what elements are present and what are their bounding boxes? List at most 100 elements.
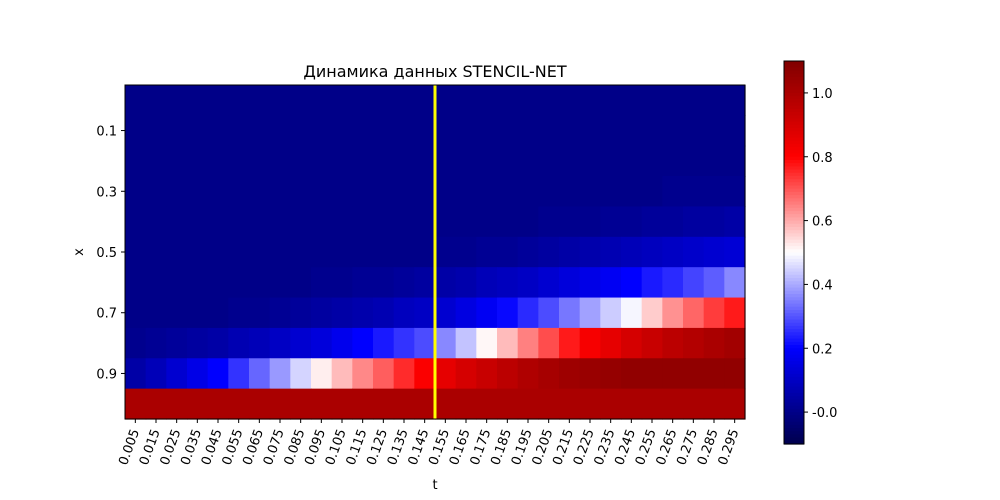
heatmap-cell — [641, 267, 663, 299]
heatmap-cell — [724, 267, 746, 299]
heatmap-cell — [703, 327, 725, 359]
heatmap-cell — [579, 388, 601, 420]
heatmap-cell — [517, 388, 539, 420]
heatmap-cell — [228, 115, 250, 147]
heatmap-cell — [559, 327, 581, 359]
heatmap-cell — [352, 85, 374, 116]
y-tick-label: 0.5 — [96, 246, 117, 261]
heatmap-cell — [269, 388, 291, 420]
colorbar-segment — [784, 76, 804, 81]
heatmap-cell — [517, 358, 539, 390]
heatmap-cell — [187, 206, 209, 238]
colorbar-segment — [784, 233, 804, 238]
heatmap-cell — [249, 297, 271, 329]
heatmap-cell — [145, 236, 167, 268]
heatmap-cell — [641, 388, 663, 420]
colorbar-segment — [784, 201, 804, 206]
colorbar-segment — [784, 137, 804, 142]
colorbar-segment — [784, 80, 804, 84]
heatmap-cell — [228, 267, 250, 299]
heatmap-cell — [517, 236, 539, 268]
heatmap-cell — [517, 297, 539, 329]
heatmap-cell — [331, 388, 353, 420]
heatmap-cell — [435, 85, 457, 116]
heatmap-cell — [228, 206, 250, 238]
heatmap-cell — [249, 115, 271, 147]
heatmap-cell — [145, 297, 167, 329]
heatmap-cell — [207, 85, 229, 116]
y-tick-label: 0.3 — [96, 185, 117, 200]
heatmap-cell — [579, 297, 601, 329]
y-tick-label: 0.1 — [96, 125, 117, 140]
heatmap-cell — [166, 145, 188, 177]
heatmap-cell — [455, 358, 477, 390]
heatmap-cell — [331, 176, 353, 208]
colorbar-segment — [784, 278, 804, 282]
heatmap-cell — [476, 145, 498, 177]
colorbar-segment — [784, 421, 804, 426]
heatmap-cell — [703, 297, 725, 329]
heatmap-cell — [497, 236, 519, 268]
heatmap-cell — [476, 206, 498, 238]
heatmap-cell — [352, 206, 374, 238]
colorbar-segment — [784, 386, 804, 391]
colorbar-segment — [784, 214, 804, 218]
colorbar-segment — [784, 153, 804, 158]
colorbar-segment — [784, 226, 804, 231]
x-axis-label: t — [432, 478, 437, 493]
heatmap-cell — [724, 358, 746, 390]
heatmap-cell — [538, 297, 560, 329]
heatmap-cell — [641, 176, 663, 208]
colorbar-segment — [784, 143, 804, 148]
heatmap-cell — [290, 115, 312, 147]
colorbar-segment — [784, 396, 804, 400]
colorbar-segment — [784, 188, 804, 193]
x-axis-ticks: 0.0050.0150.0250.0350.0450.0550.0650.075… — [116, 419, 742, 467]
colorbar-segment — [784, 367, 804, 372]
heatmap-cell — [517, 145, 539, 177]
colorbar-tick-label: 0.2 — [812, 342, 833, 357]
heatmap-cell — [207, 145, 229, 177]
heatmap-cell — [497, 327, 519, 359]
colorbar-tick-label: -0.0 — [812, 406, 837, 421]
colorbar-segment — [784, 61, 804, 65]
heatmap-cell — [621, 115, 643, 147]
heatmap-cell — [476, 297, 498, 329]
colorbar-segment — [784, 131, 804, 136]
colorbar-segment — [784, 418, 804, 423]
heatmap-cell — [703, 85, 725, 116]
colorbar-segment — [784, 262, 804, 266]
heatmap-cell — [435, 267, 457, 299]
heatmap-cell — [497, 145, 519, 177]
heatmap-cell — [290, 176, 312, 208]
heatmap-cell — [373, 358, 395, 390]
heatmap-cell — [125, 236, 147, 268]
y-tick-label: 0.9 — [96, 367, 117, 382]
heatmap-cell — [579, 358, 601, 390]
colorbar-tick-label: 0.6 — [812, 215, 833, 230]
heatmap-cell — [228, 388, 250, 420]
heatmap-cell — [662, 115, 684, 147]
colorbar-segment — [784, 380, 804, 384]
y-axis-ticks: 0.1 0.3 0.5 0.7 0.9 — [96, 125, 125, 382]
heatmap-cell — [352, 236, 374, 268]
colorbar-segment — [784, 118, 804, 123]
heatmap-cell — [497, 115, 519, 147]
heatmap-cell — [187, 327, 209, 359]
heatmap-cell — [621, 85, 643, 116]
colorbar-segment — [784, 402, 804, 407]
heatmap-cell — [311, 85, 333, 116]
colorbar-segment — [784, 332, 804, 337]
heatmap-cell — [559, 115, 581, 147]
heatmap-cell — [724, 176, 746, 208]
heatmap-cell — [662, 267, 684, 299]
colorbar-segment — [784, 185, 804, 190]
heatmap-cell — [497, 85, 519, 116]
heatmap-cell — [145, 388, 167, 420]
colorbar-segment — [784, 223, 804, 228]
heatmap-cell — [187, 388, 209, 420]
colorbar-segment — [784, 408, 804, 413]
colorbar-segment — [784, 105, 804, 110]
colorbar-segment — [784, 405, 804, 410]
colorbar-segment — [784, 70, 804, 75]
